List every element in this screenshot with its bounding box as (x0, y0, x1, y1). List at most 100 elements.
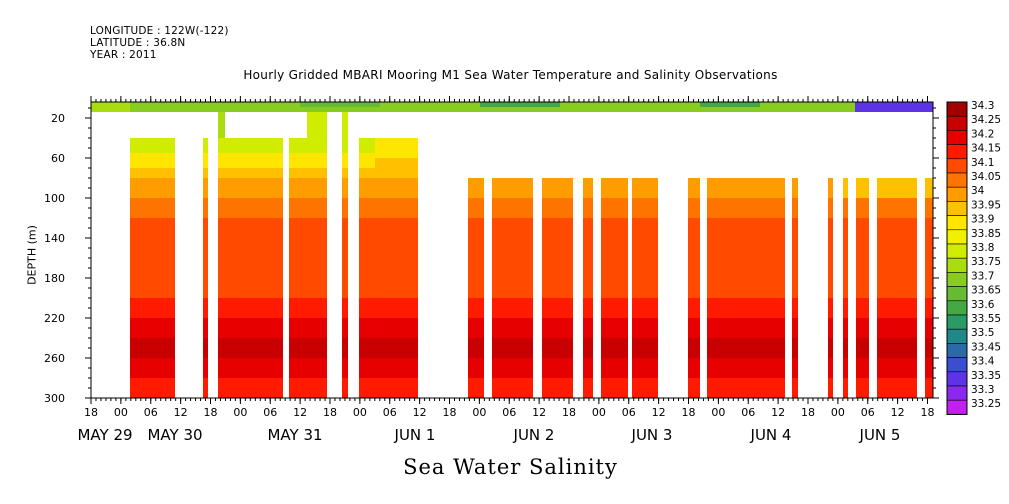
colorbar-label: 33.45 (971, 341, 1001, 353)
salinity-cell (218, 258, 283, 278)
x-hour-label: 06 (144, 406, 158, 419)
salinity-cell (359, 318, 418, 338)
salinity-cell (289, 298, 327, 318)
salinity-cell (856, 198, 869, 218)
salinity-cell (359, 378, 418, 398)
salinity-cell (828, 338, 833, 358)
salinity-cell (843, 298, 848, 318)
x-hour-label: 12 (771, 406, 785, 419)
salinity-cell (342, 112, 348, 138)
salinity-cell (218, 238, 283, 258)
colorbar-label: 33.95 (971, 199, 1001, 211)
salinity-cell (583, 218, 593, 238)
salinity-cell (843, 338, 848, 358)
variable-title: Sea Water Salinity (403, 455, 618, 479)
x-hour-label: 12 (413, 406, 427, 419)
salinity-cell (542, 338, 573, 358)
longitude-label: LONGITUDE : 122W(-122) (90, 25, 229, 37)
salinity-cell (130, 378, 175, 398)
salinity-cell (289, 218, 327, 238)
salinity-cell (877, 278, 917, 298)
salinity-cell (203, 138, 208, 153)
salinity-cell (492, 278, 533, 298)
x-hour-label: 12 (652, 406, 666, 419)
salinity-cell (632, 198, 658, 218)
x-hour-label: 00 (233, 406, 247, 419)
salinity-cell (468, 358, 484, 378)
salinity-cell (342, 338, 348, 358)
salinity-cell (492, 198, 533, 218)
colorbar-swatch (946, 357, 968, 373)
salinity-cell (542, 358, 573, 378)
salinity-cell (130, 318, 175, 338)
x-hour-label: 18 (562, 406, 576, 419)
chart-title: Hourly Gridded MBARI Mooring M1 Sea Wate… (243, 68, 778, 82)
salinity-cell (877, 378, 917, 398)
salinity-cell (828, 258, 833, 278)
salinity-cell (877, 318, 917, 338)
salinity-cell (843, 258, 848, 278)
salinity-cell (130, 198, 175, 218)
colorbar-swatch (946, 399, 968, 415)
x-hour-label: 06 (861, 406, 875, 419)
salinity-cell (492, 238, 533, 258)
salinity-cell (688, 258, 700, 278)
salinity-cell (359, 258, 418, 278)
x-hour-label: 18 (801, 406, 815, 419)
salinity-cell (468, 198, 484, 218)
salinity-cell (468, 338, 484, 358)
colorbar-label: 34.3 (971, 100, 994, 112)
salinity-cell (856, 378, 869, 398)
salinity-cell (468, 298, 484, 318)
salinity-cell (843, 278, 848, 298)
salinity-cell (856, 278, 869, 298)
colorbar-swatch (946, 272, 968, 287)
x-hour-label: 06 (502, 406, 516, 419)
x-hour-label: 12 (532, 406, 546, 419)
colorbar-swatch (946, 229, 968, 245)
salinity-cell (203, 298, 208, 318)
salinity-cell (218, 198, 283, 218)
salinity-cell (632, 338, 658, 358)
salinity-cell (925, 238, 933, 258)
salinity-cell (342, 218, 348, 238)
salinity-cell (342, 318, 348, 338)
salinity-cell (583, 258, 593, 278)
salinity-cell (130, 138, 175, 153)
salinity-cell (542, 298, 573, 318)
salinity-cell (542, 198, 573, 218)
salinity-cell (843, 378, 848, 398)
x-hour-label: 00 (711, 406, 725, 419)
salinity-cell (203, 378, 208, 398)
salinity-cell (218, 298, 283, 318)
salinity-cell (342, 153, 348, 168)
y-tick-label: 60 (51, 152, 65, 165)
salinity-cell (707, 198, 785, 218)
colorbar-swatch (946, 158, 968, 174)
salinity-cell (289, 378, 327, 398)
y-tick-label: 260 (44, 352, 65, 365)
salinity-cell (688, 378, 700, 398)
salinity-cell (828, 178, 833, 198)
colorbar-label: 34.1 (971, 157, 994, 169)
y-tick-label: 140 (44, 232, 65, 245)
y-tick-label: 220 (44, 312, 65, 325)
salinity-cell (688, 298, 700, 318)
salinity-cell (203, 318, 208, 338)
salinity-cell (843, 318, 848, 338)
salinity-cell (468, 278, 484, 298)
colorbar-label: 33.4 (971, 356, 995, 368)
salinity-cell (688, 358, 700, 378)
salinity-cell (601, 218, 628, 238)
colorbar-swatch (946, 300, 968, 316)
salinity-cell (856, 258, 869, 278)
x-hour-label: 18 (443, 406, 457, 419)
x-hour-label: 06 (383, 406, 397, 419)
salinity-cell (828, 198, 833, 218)
salinity-cell (856, 218, 869, 238)
salinity-cell (925, 178, 933, 198)
colorbar-swatch (946, 215, 968, 231)
salinity-cell (707, 178, 785, 198)
salinity-cell (542, 318, 573, 338)
salinity-cell (601, 378, 628, 398)
